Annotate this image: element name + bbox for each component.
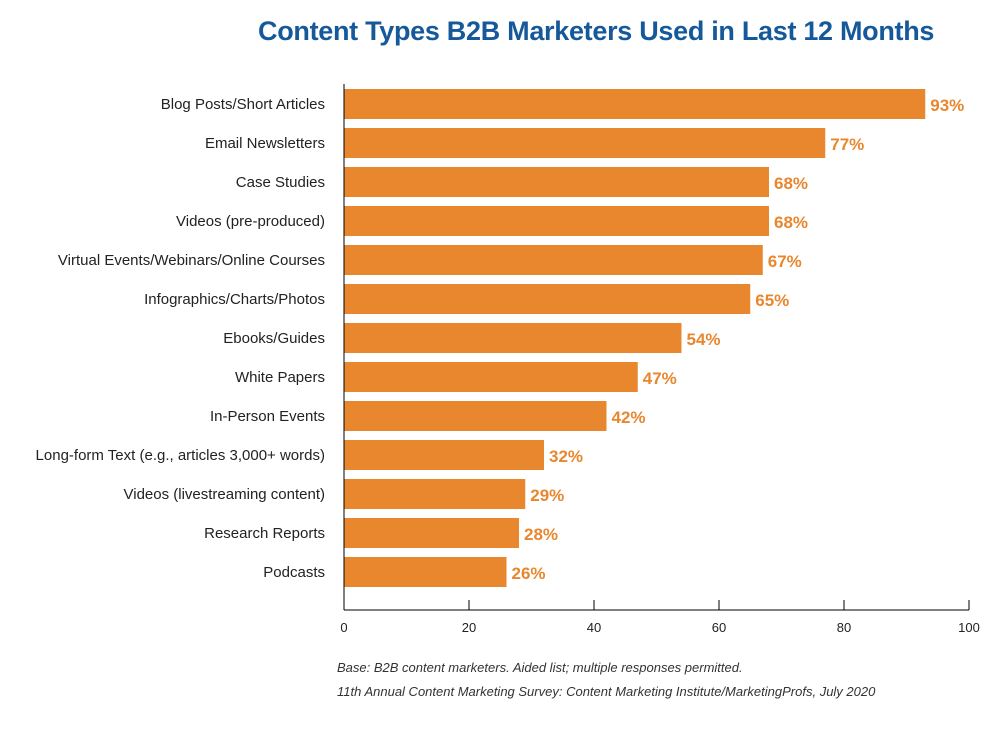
category-label: In-Person Events xyxy=(210,408,325,425)
bar xyxy=(344,89,926,119)
category-label: Research Reports xyxy=(204,525,325,542)
bar xyxy=(344,440,544,470)
x-tick-label: 20 xyxy=(462,620,476,635)
data-label: 68% xyxy=(774,213,808,232)
data-label: 47% xyxy=(643,369,677,388)
bar xyxy=(344,245,763,275)
category-label: Case Studies xyxy=(236,174,325,191)
category-label: Email Newsletters xyxy=(205,135,325,152)
category-label: Videos (pre-produced) xyxy=(176,213,325,230)
footnote-base: Base: B2B content marketers. Aided list;… xyxy=(337,660,743,675)
category-label: Videos (livestreaming content) xyxy=(124,486,326,503)
chart-title: Content Types B2B Marketers Used in Last… xyxy=(258,16,935,46)
x-tick-label: 60 xyxy=(712,620,726,635)
bar xyxy=(344,128,826,158)
category-label: Ebooks/Guides xyxy=(223,330,325,347)
x-tick-label: 100 xyxy=(958,620,980,635)
category-label: Virtual Events/Webinars/Online Courses xyxy=(58,252,325,269)
data-label: 29% xyxy=(530,486,564,505)
data-label: 65% xyxy=(755,291,789,310)
bar xyxy=(344,401,607,431)
bar xyxy=(344,518,519,548)
bar xyxy=(344,323,682,353)
data-label: 93% xyxy=(930,96,964,115)
data-label: 68% xyxy=(774,174,808,193)
bar-chart: Blog Posts/Short Articles 93% Email Newsle… xyxy=(36,84,980,635)
x-tick-label: 40 xyxy=(587,620,601,635)
bar xyxy=(344,206,769,236)
category-label: Infographics/Charts/Photos xyxy=(144,291,325,308)
bar xyxy=(344,362,638,392)
bar xyxy=(344,167,769,197)
data-label: 42% xyxy=(612,408,646,427)
footnote-source: 11th Annual Content Marketing Survey: Co… xyxy=(337,684,876,699)
data-label: 54% xyxy=(687,330,721,349)
category-label: White Papers xyxy=(235,369,325,386)
category-label: Podcasts xyxy=(263,564,325,581)
bar xyxy=(344,479,526,509)
data-label: 77% xyxy=(830,135,864,154)
data-label: 67% xyxy=(768,252,802,271)
data-label: 32% xyxy=(549,447,583,466)
bar xyxy=(344,557,507,587)
bar xyxy=(344,284,751,314)
x-tick-label: 80 xyxy=(837,620,851,635)
data-label: 26% xyxy=(512,564,546,583)
category-label: Long-form Text (e.g., articles 3,000+ wo… xyxy=(36,447,325,464)
x-tick-label: 0 xyxy=(340,620,347,635)
data-label: 28% xyxy=(524,525,558,544)
category-label: Blog Posts/Short Articles xyxy=(161,96,325,113)
